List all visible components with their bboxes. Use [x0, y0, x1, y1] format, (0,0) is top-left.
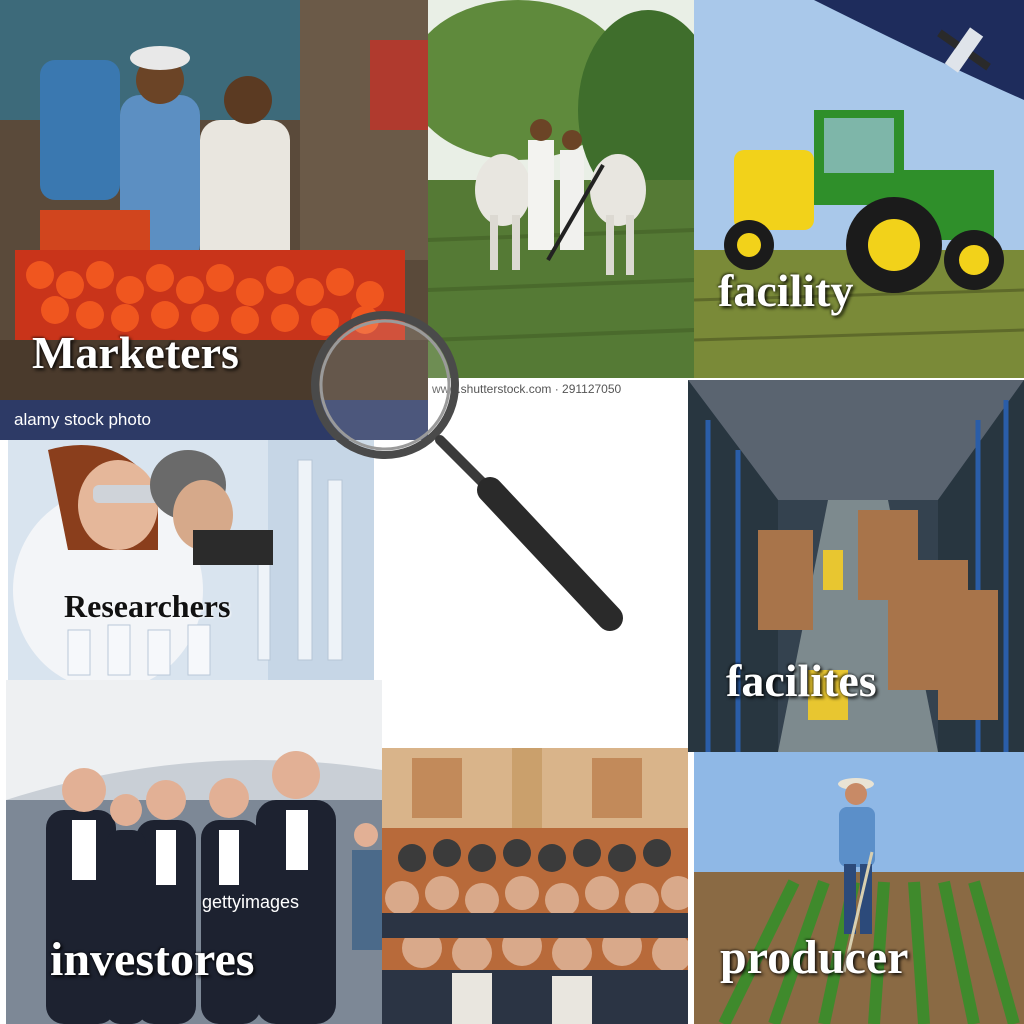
marketers-photo — [0, 0, 428, 440]
audience-photo — [382, 748, 688, 1024]
warehouse-photo — [688, 380, 1024, 752]
marketers-label: Marketers — [32, 327, 239, 378]
tractor-photo — [694, 0, 1024, 378]
getty-watermark: gettyimages — [202, 892, 300, 912]
investores-label: investores — [50, 933, 255, 986]
facility-label: facility — [718, 265, 854, 316]
shutterstock-watermark: www.shutterstock.com · 291127050 — [432, 382, 622, 396]
alamy-watermark: alamy stock photo — [14, 410, 152, 429]
facilites-label: facilites — [726, 655, 877, 706]
ploughing-photo — [428, 0, 694, 378]
researchers-photo — [8, 440, 374, 680]
magnifying-glass-icon — [300, 300, 640, 640]
investors-photo — [6, 680, 382, 1024]
researchers-label: Researchers — [64, 588, 231, 624]
producer-label: producer — [720, 931, 909, 984]
producer-photo — [694, 752, 1024, 1024]
